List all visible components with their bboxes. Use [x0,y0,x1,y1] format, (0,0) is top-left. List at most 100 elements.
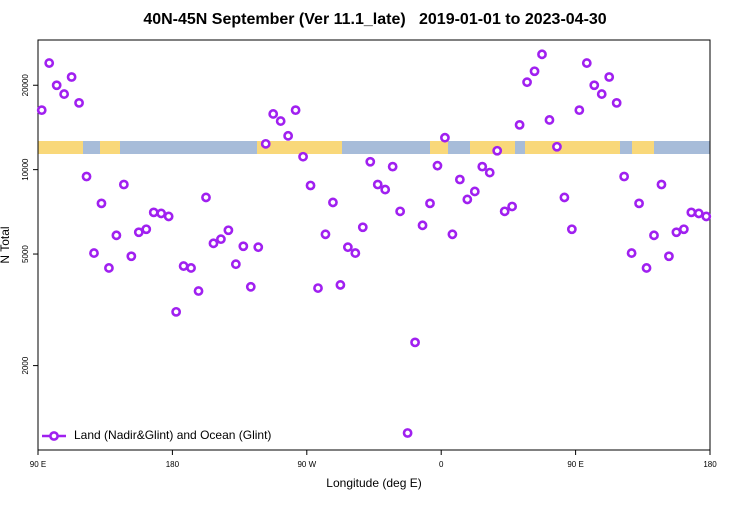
land-strip [470,141,515,154]
point [163,211,174,222]
point [320,229,331,240]
point [66,72,77,82]
point [313,283,323,293]
point [275,116,286,126]
point [484,167,495,178]
point [514,120,525,130]
point [193,286,204,296]
point [365,156,376,167]
point [454,174,465,185]
point [447,229,458,240]
point [634,198,644,209]
point [686,207,697,218]
chart-title: 40N-45N September (Ver 11.1_late) 2019-0… [143,11,606,28]
point [111,230,122,241]
point [141,224,152,235]
point [566,224,577,235]
legend-marker [49,431,59,441]
point [671,227,682,238]
point [477,161,488,172]
point [357,222,368,233]
point [522,77,532,88]
point [74,97,84,108]
point [81,171,92,182]
point [335,280,346,290]
point [260,138,271,149]
point [186,263,196,273]
point [208,238,219,249]
x-axis-label: Longitude (deg E) [326,476,421,490]
point [96,198,107,209]
point [462,194,473,205]
point [656,179,667,190]
point [574,105,585,116]
land-ocean-band [38,141,710,154]
point [552,141,562,152]
point [507,201,518,212]
point [469,186,480,197]
point [611,97,622,108]
point [604,72,615,82]
land-strip [257,141,342,154]
point [298,151,308,162]
y-tick-label: 2000 [21,356,30,374]
legend-label: Land (Nadir&Glint) and Ocean (Glint) [74,428,271,442]
point [581,58,592,68]
point [223,225,234,236]
point [230,259,241,270]
y-tick-label: 20000 [21,74,30,97]
plot-frame [37,39,711,451]
land-strip [100,141,120,154]
point [537,49,547,60]
point [425,198,435,209]
point [589,80,600,91]
point [492,145,503,156]
point [440,132,450,143]
point [104,263,114,273]
point [44,58,55,68]
land-strip [38,141,83,154]
point [529,66,540,77]
point [410,337,420,348]
y-tick-label: 10000 [21,158,30,181]
point [268,109,279,119]
point [51,80,62,91]
point [156,208,167,219]
point [499,206,510,217]
point [664,251,674,262]
point [678,224,689,235]
x-tick-label: 90 W [297,460,316,469]
point [290,105,301,116]
point [133,227,144,238]
x-tick-label: 180 [703,460,717,469]
point [701,211,712,222]
point [649,230,659,241]
x-tick-label: 180 [166,460,180,469]
point [36,105,47,116]
point [178,261,189,271]
point [148,207,159,218]
x-tick-label: 90 E [567,460,583,469]
point [544,115,555,125]
land-strip [632,141,654,154]
point [380,184,391,195]
point [387,161,398,172]
point [372,179,383,190]
land-strip [525,141,620,154]
point [342,242,353,253]
point [89,248,99,258]
point [216,234,226,245]
y-tick-label: 5000 [21,245,30,263]
point [641,263,652,273]
point [626,248,637,258]
x-tick-label: 90 E [30,460,46,469]
point [596,89,607,99]
point [126,251,137,262]
point [118,179,129,190]
point [559,192,570,203]
point [305,180,316,191]
point [395,206,406,217]
